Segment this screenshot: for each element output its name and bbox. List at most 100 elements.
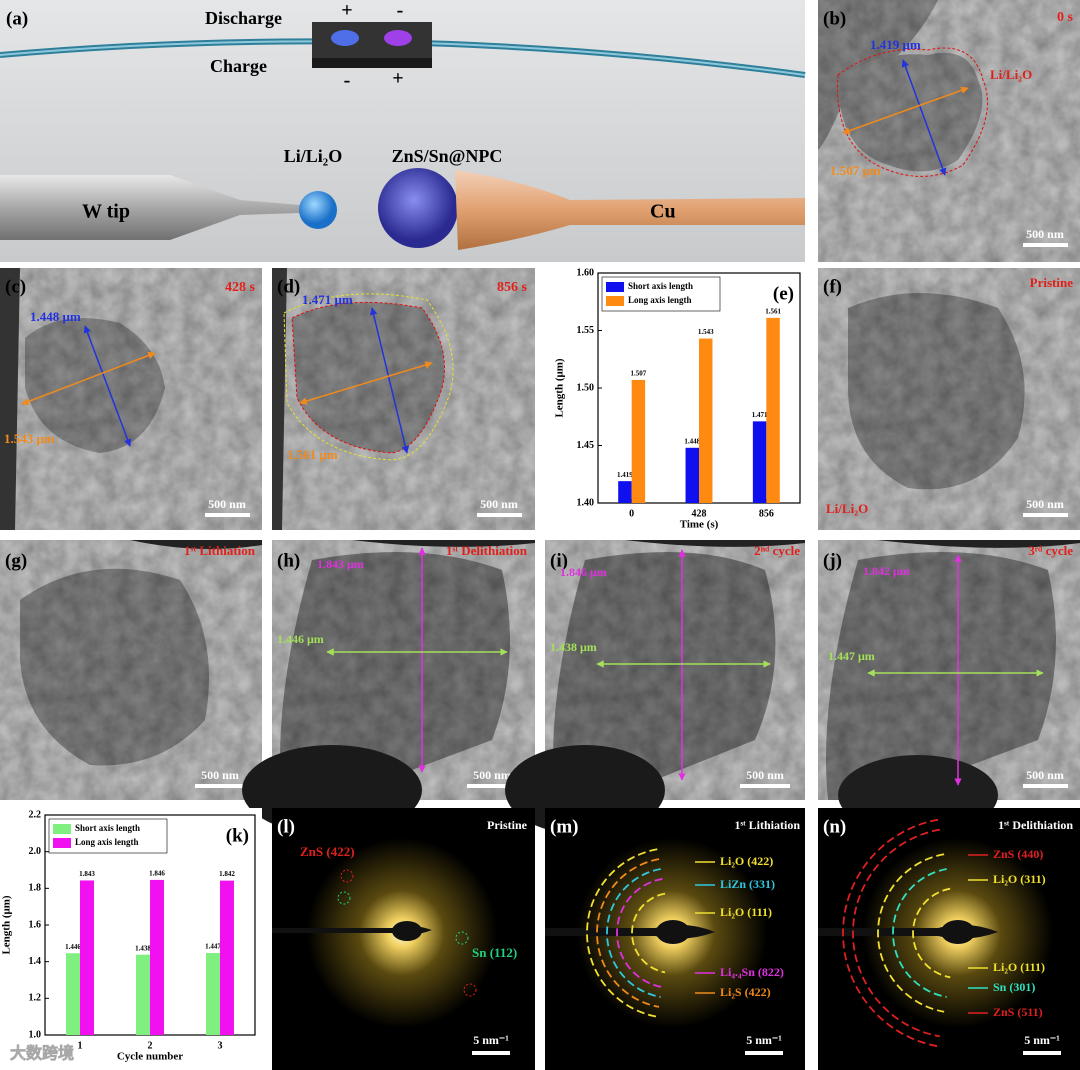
long-axis-label: 1.561 μm — [287, 447, 338, 462]
panel-a: (a) Discharge Charge + - - + Li/Li₂O ZnS… — [0, 0, 806, 262]
path-shape — [280, 552, 510, 800]
panel-label: (g) — [5, 550, 27, 571]
y-tick-label: 1.4 — [29, 956, 42, 967]
scale-bar-label: 500 nm — [473, 768, 511, 782]
value-label: 1.842 — [219, 870, 235, 878]
y-axis-label: Length (μm) — [1, 895, 13, 954]
scale-bar-label: 500 nm — [201, 768, 239, 782]
rect-shape — [312, 22, 432, 58]
path-shape — [272, 268, 287, 530]
short-axis-label: 1.471 μm — [302, 292, 353, 307]
component-label: Cu — [650, 201, 676, 223]
panel-label: (l) — [277, 816, 295, 837]
long-axis-label: 1.842 μm — [863, 564, 910, 578]
diffraction-ring — [616, 877, 663, 989]
rect-shape — [477, 513, 522, 517]
component-label: ZnS/Sn@NPC — [392, 146, 503, 166]
path-shape — [352, 540, 535, 547]
y-tick-label: 1.50 — [577, 382, 595, 393]
ring-label: Li₂O (111) — [720, 905, 772, 919]
bar — [150, 879, 164, 1035]
path-shape — [130, 540, 262, 549]
rect-shape — [1023, 243, 1068, 247]
bar — [66, 953, 80, 1035]
path-shape — [553, 552, 776, 800]
panel-j: (j) 3ʳᵈ cycle 1.842 μm 1.447 μm 500 nm — [818, 540, 1080, 835]
legend-label: Long axis length — [628, 295, 692, 305]
panel-label: (a) — [6, 8, 28, 29]
panel-c: (c) 428 s 1.448 μm 1.543 μm 500 nm — [0, 268, 262, 530]
ring-label: Li₂S (422) — [720, 985, 771, 999]
state-label: Pristine — [487, 818, 528, 832]
path-shape — [848, 293, 1025, 490]
circle-shape — [299, 191, 337, 229]
legend-swatch — [606, 282, 624, 292]
ring-label: Li₂O (422) — [720, 854, 773, 868]
legend-label: Short axis length — [75, 823, 140, 833]
rect-shape — [205, 513, 250, 517]
legend-label: Long axis length — [75, 837, 139, 847]
scale-bar-label: 500 nm — [1026, 768, 1064, 782]
rect-shape — [195, 784, 245, 788]
panel-label: (j) — [823, 550, 842, 571]
state-label: Pristine — [1030, 275, 1074, 290]
rect-shape — [472, 1051, 510, 1055]
path-shape — [455, 170, 805, 250]
path-shape — [878, 540, 1080, 548]
path-shape — [837, 47, 988, 177]
legend-swatch — [53, 838, 71, 848]
bar — [752, 421, 767, 503]
y-tick-label: 1.45 — [577, 440, 595, 451]
diffraction-ring — [596, 858, 660, 1008]
short-axis-label: 1.446 μm — [277, 632, 324, 646]
state-label: 2ⁿᵈ cycle — [754, 543, 800, 558]
path-shape — [0, 268, 20, 530]
y-tick-label: 1.55 — [577, 325, 595, 336]
ring-label: Sn (112) — [472, 945, 517, 960]
value-label: 1.843 — [79, 870, 95, 878]
region-label: Li/Li₂O — [990, 67, 1032, 82]
panel-l: (l) Pristine ZnS (422) Sn (112) 5 nm⁻¹ — [272, 808, 535, 1070]
g-shape — [340, 869, 477, 997]
x-tick-label: 3 — [218, 1040, 223, 1051]
state-label: 3ʳᵈ cycle — [1028, 543, 1073, 558]
rect-shape — [1023, 513, 1068, 517]
scale-bar-label: 500 nm — [208, 497, 246, 511]
panel-label: (h) — [277, 550, 300, 571]
line-shape — [299, 361, 433, 405]
ring-label: LiZn (331) — [720, 877, 775, 891]
circle-shape — [337, 891, 351, 905]
rect-shape — [312, 58, 432, 68]
panel-m: (m) 1ˢᵗ Lithiation 5 nm⁻¹ Li₂O (422) LiZn… — [545, 808, 805, 1070]
region-label: Li/Li₂O — [826, 501, 868, 516]
value-label: 1.446 — [65, 943, 81, 951]
polarity: + — [392, 68, 403, 90]
legend-swatch — [53, 824, 71, 834]
short-axis-label: 1.447 μm — [828, 649, 875, 663]
ring-label: Li₂O (311) — [993, 872, 1046, 886]
scale-bar-label: 5 nm⁻¹ — [746, 1033, 782, 1047]
x-axis-label: Time (s) — [680, 519, 719, 531]
state-label: 1ˢᵗ Delithiation — [998, 818, 1073, 832]
rect-shape — [745, 1051, 783, 1055]
panel-label: (f) — [823, 276, 842, 297]
short-axis-label: 1.438 μm — [550, 640, 597, 654]
y-tick-label: 2.0 — [29, 846, 42, 857]
time-label: 0 s — [1057, 10, 1074, 25]
value-label: 1.561 — [765, 307, 781, 315]
ring-label: ZnS (422) — [300, 844, 355, 859]
bar — [699, 338, 713, 503]
panel-label: (b) — [823, 8, 846, 29]
component-label: W tip — [82, 201, 130, 223]
circle-shape — [378, 168, 458, 248]
panel-label: (d) — [277, 276, 300, 297]
x-tick-label: 2 — [148, 1040, 153, 1051]
path-shape — [20, 568, 210, 766]
short-axis-label: 1.448 μm — [30, 309, 81, 324]
circle-shape — [340, 869, 354, 883]
legend-label: Short axis length — [628, 281, 693, 291]
value-label: 1.471 — [752, 411, 768, 419]
ellipse-shape — [941, 920, 975, 944]
panel-d: (d) 856 s 1.471 μm 1.561 μm 500 nm — [272, 268, 535, 530]
